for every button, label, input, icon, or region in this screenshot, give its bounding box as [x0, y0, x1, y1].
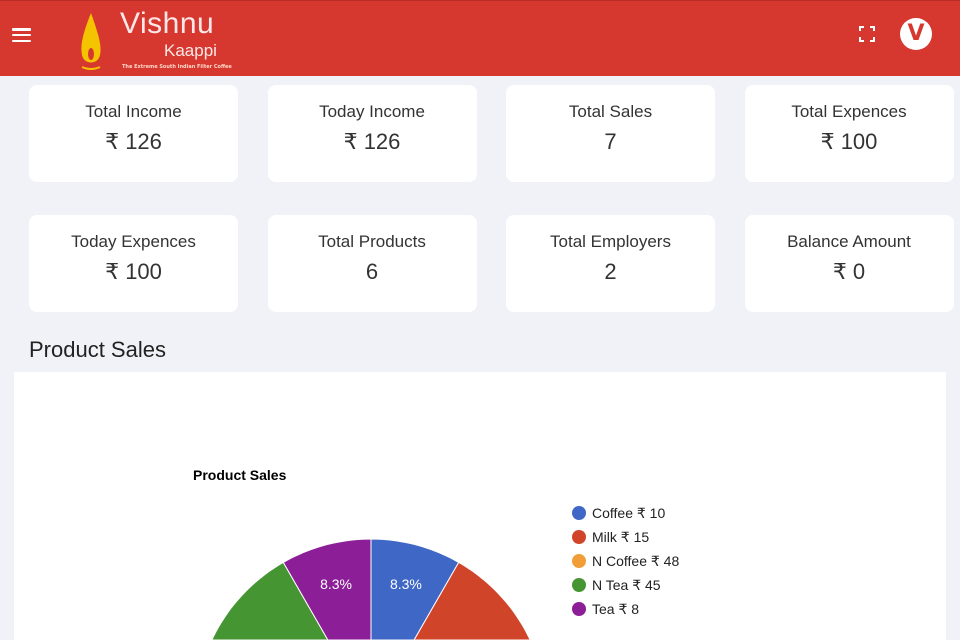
- chart-panel: Product Sales 8.3% 8.3% Coffee ₹ 10 Milk ₹ …: [14, 372, 946, 640]
- legend-item[interactable]: Coffee ₹ 10: [572, 505, 665, 521]
- stat-value: ₹ 100: [820, 129, 878, 154]
- brand-name: Vishnu: [120, 7, 215, 40]
- pie-slice[interactable]: [211, 561, 329, 640]
- legend-dot: [572, 506, 586, 520]
- top-bar: Vishnu Kaappi The Extreme South Indian F…: [0, 0, 960, 76]
- stat-value: ₹ 126: [343, 129, 401, 154]
- fullscreen-icon[interactable]: [859, 26, 875, 42]
- legend-item[interactable]: N Coffee ₹ 48: [572, 553, 679, 569]
- stat-card-total-sales: Total Sales 7: [506, 85, 715, 182]
- stat-card-today-income: Today Income ₹ 126: [267, 85, 477, 182]
- stat-value: 2: [604, 259, 617, 284]
- stat-value: 6: [365, 259, 379, 284]
- stat-value: 7: [604, 129, 617, 154]
- pie-slice[interactable]: [370, 538, 460, 640]
- tagline: The Extreme South Indian Filter Coffee: [122, 64, 232, 70]
- flame-icon: [81, 13, 101, 70]
- legend-dot: [572, 578, 586, 592]
- stat-label: Today Expences: [71, 232, 196, 251]
- pie-slice[interactable]: [282, 538, 372, 640]
- chart-title: Product Sales: [193, 467, 287, 483]
- legend-item[interactable]: N Tea ₹ 45: [572, 577, 661, 593]
- stat-card-total-products: Total Products 6: [267, 215, 477, 312]
- legend-label: Tea ₹ 8: [592, 601, 639, 617]
- stat-label: Today Income: [319, 102, 425, 121]
- slice-label: 8.3%: [320, 576, 352, 592]
- brand-sub: Kaappi: [164, 41, 217, 60]
- stat-card-total-employers: Total Employers 2: [506, 215, 715, 312]
- legend-label: Coffee ₹ 10: [592, 505, 665, 521]
- legend-label: N Coffee ₹ 48: [592, 553, 679, 569]
- stat-value: ₹ 126: [105, 129, 162, 154]
- menu-icon[interactable]: [12, 28, 31, 42]
- legend-dot: [572, 602, 586, 616]
- stat-label: Total Income: [85, 102, 182, 121]
- stat-card-today-expences: Today Expences ₹ 100: [29, 215, 238, 312]
- stat-label: Total Expences: [791, 102, 907, 121]
- stat-card-total-expences: Total Expences ₹ 100: [744, 85, 954, 182]
- stat-value: ₹ 100: [105, 259, 162, 284]
- stat-card-balance-amount: Balance Amount ₹ 0: [744, 215, 954, 312]
- stat-label: Total Employers: [550, 232, 671, 251]
- logo[interactable]: Vishnu Kaappi The Extreme South Indian F…: [78, 7, 232, 73]
- slice-label: 8.3%: [390, 576, 422, 592]
- pie-chart: Product Sales 8.3% 8.3% Coffee ₹ 10 Milk ₹ …: [193, 467, 679, 640]
- avatar[interactable]: V: [900, 18, 932, 50]
- stat-label: Balance Amount: [787, 232, 911, 251]
- legend-item[interactable]: Milk ₹ 15: [572, 529, 649, 545]
- legend-item[interactable]: Tea ₹ 8: [572, 601, 639, 617]
- section-title: Product Sales: [29, 337, 166, 362]
- stat-label: Total Sales: [568, 102, 653, 121]
- legend-label: Milk ₹ 15: [592, 529, 649, 545]
- legend-dot: [572, 530, 586, 544]
- stat-label: Total Products: [318, 232, 426, 251]
- pie-slice[interactable]: [413, 561, 531, 640]
- stat-value: ₹ 0: [832, 259, 866, 284]
- legend-dot: [572, 554, 586, 568]
- stat-card-total-income: Total Income ₹ 126: [29, 85, 238, 182]
- legend-label: N Tea ₹ 45: [592, 577, 661, 593]
